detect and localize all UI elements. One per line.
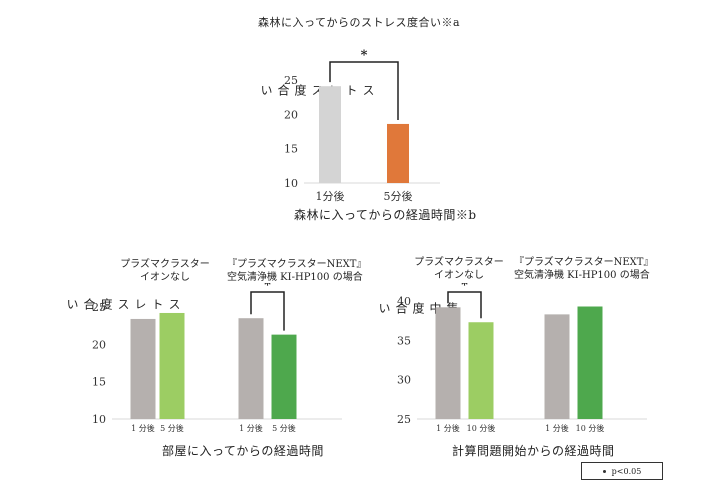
chart-right-plot: 25 30 35 40 1 分後 10 分後 1 分後 10 分後 * bbox=[397, 283, 647, 433]
chart-left-category-label-2: 1 分後 bbox=[239, 423, 263, 433]
chart-left-xlabel: 部屋に入ってからの経過時間 bbox=[162, 444, 324, 458]
chart-left-ylabel: ストレス度合い bbox=[65, 298, 181, 312]
chart-right-significance-star-0: * bbox=[461, 283, 468, 293]
bullet-icon bbox=[602, 469, 606, 473]
chart-left-bar-1 bbox=[159, 312, 185, 419]
chart-top-ytick-2: 20 bbox=[284, 108, 298, 121]
chart-top-plot: 10 15 20 25 1分後 5分後 * bbox=[284, 48, 440, 203]
chart-top-xlabel: 森林に入ってからの経過時間※b bbox=[294, 208, 477, 222]
significance-legend: p<0.05 bbox=[581, 462, 663, 480]
chart-left-category-label-1: 5 分後 bbox=[160, 423, 184, 433]
chart-left-group1-note: プラズマクラスター イオンなし bbox=[120, 259, 210, 283]
chart-top-significance-bracket-0 bbox=[329, 61, 399, 120]
chart-left-plot: 10 15 20 25 1 分後 5 分後 1 分後 5 分後 * bbox=[92, 283, 342, 433]
chart-right-ytick-0: 25 bbox=[397, 413, 411, 426]
chart-top-category-label-1: 5分後 bbox=[384, 189, 413, 203]
chart-left-group2-note: 『プラズマクラスターNEXT』 空気清浄機 KI-HP100 の場合 bbox=[227, 259, 367, 283]
chart-right-category-label-0: 1 分後 bbox=[436, 423, 460, 433]
chart-top-ytick-1: 15 bbox=[284, 143, 298, 156]
chart-left-significance-bracket-0 bbox=[250, 291, 285, 331]
chart-top-category-label-0: 1分後 bbox=[316, 189, 345, 203]
chart-top-ytick-3: 25 bbox=[284, 74, 298, 87]
chart-left-ytick-2: 20 bbox=[92, 338, 106, 351]
chart-right-significance-bracket-0 bbox=[447, 291, 482, 319]
chart-left-bar-0 bbox=[130, 318, 156, 419]
chart-top-significance-star-0: * bbox=[361, 48, 368, 63]
chart-right-bar-2 bbox=[544, 314, 570, 419]
chart-right-category-label-2: 1 分後 bbox=[545, 423, 569, 433]
chart-left-category-label-3: 5 分後 bbox=[272, 423, 296, 433]
chart-top-ytick-0: 10 bbox=[284, 177, 298, 190]
chart-right-ytick-3: 40 bbox=[397, 295, 411, 308]
chart-left-ytick-1: 15 bbox=[92, 376, 106, 389]
chart-right-bar-1 bbox=[468, 322, 494, 419]
chart-right-group1-note: プラズマクラスター イオンなし bbox=[414, 257, 504, 281]
chart-right-bar-3 bbox=[577, 306, 603, 419]
chart-right-category-label-3: 10 分後 bbox=[576, 423, 605, 433]
chart-left-category-label-0: 1 分後 bbox=[131, 423, 155, 433]
significance-legend-label: p<0.05 bbox=[611, 466, 642, 476]
chart-right-xlabel: 計算問題開始からの経過時間 bbox=[452, 444, 615, 458]
chart-left-bar-3 bbox=[271, 334, 297, 419]
chart-top-bar-1 bbox=[387, 123, 409, 183]
chart-left-ytick-3: 25 bbox=[92, 301, 106, 314]
chart-top-bar-0 bbox=[319, 86, 341, 183]
chart-right-ytick-2: 35 bbox=[397, 334, 411, 347]
chart-right-ytick-1: 30 bbox=[397, 374, 411, 387]
chart-left-significance-star-0: * bbox=[264, 283, 271, 293]
chart-left-ytick-0: 10 bbox=[92, 413, 106, 426]
chart-right-category-label-1: 10 分後 bbox=[467, 423, 496, 433]
chart-left-bar-2 bbox=[238, 318, 264, 419]
chart-right-group2-note: 『プラズマクラスターNEXT』 空気清浄機 KI-HP100 の場合 bbox=[514, 257, 654, 281]
chart-top-title: 森林に入ってからのストレス度合い※a bbox=[258, 16, 461, 29]
chart-right-bar-0 bbox=[435, 307, 461, 419]
